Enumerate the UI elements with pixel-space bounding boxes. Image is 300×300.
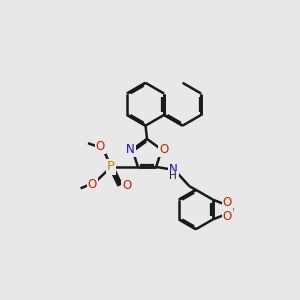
Text: O: O	[223, 210, 232, 223]
Text: O: O	[96, 140, 105, 153]
Text: O: O	[88, 178, 97, 191]
Text: O: O	[159, 142, 168, 156]
Text: O: O	[223, 196, 232, 209]
Text: O: O	[122, 179, 131, 192]
Text: N: N	[126, 142, 135, 156]
Text: N: N	[169, 163, 178, 176]
Text: P: P	[107, 160, 115, 173]
Text: H: H	[169, 172, 177, 182]
